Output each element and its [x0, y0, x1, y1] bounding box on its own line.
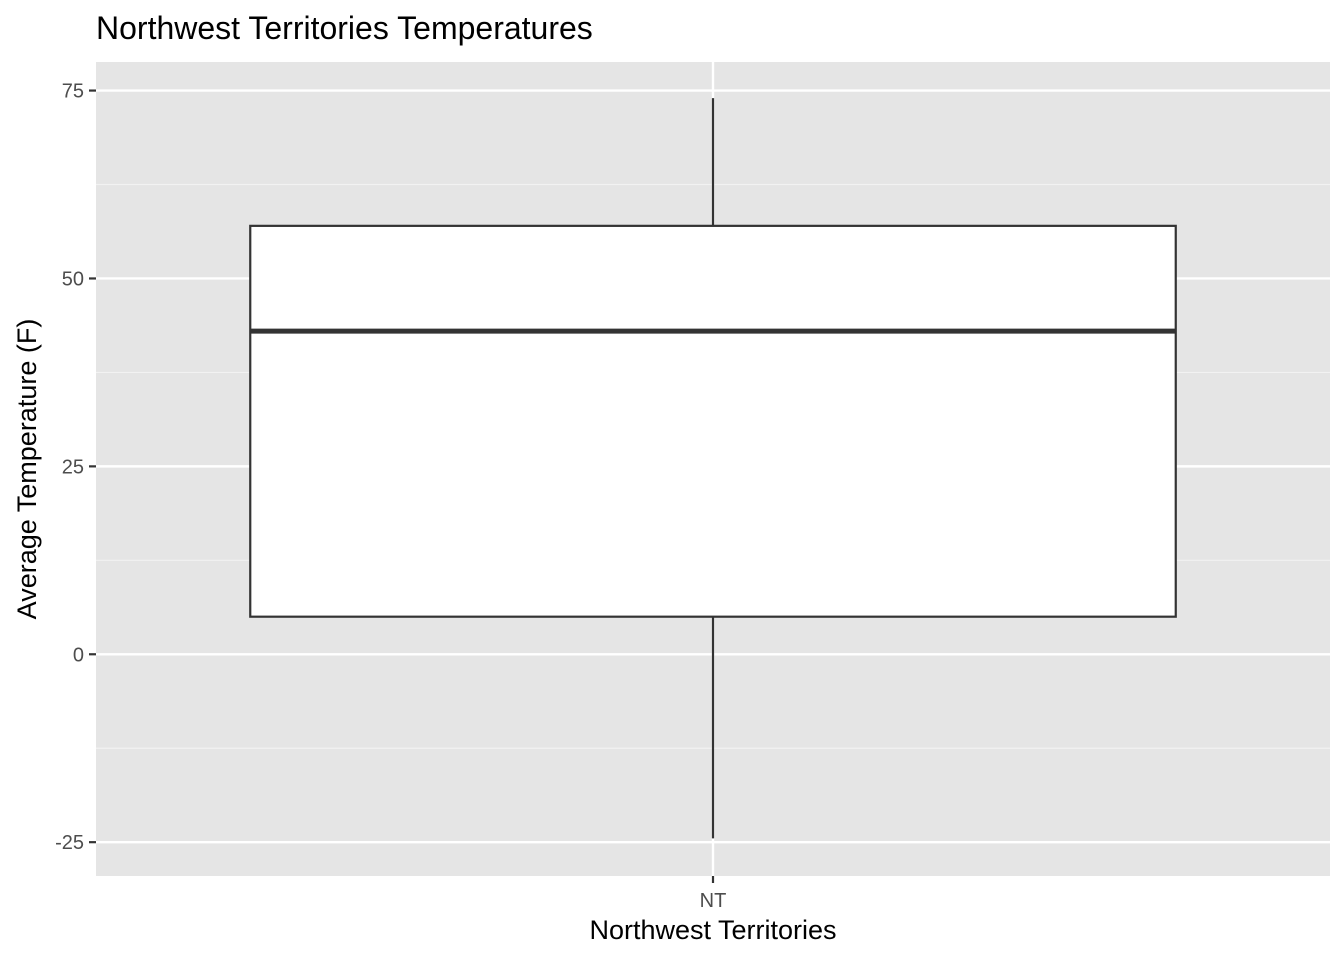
y-axis-ticks: -25 0 25 50 75	[55, 81, 96, 854]
y-tick-label: -25	[55, 832, 84, 854]
y-tick-label: 25	[62, 456, 84, 478]
y-tick-label: 75	[62, 81, 84, 103]
y-tick-label: 50	[62, 268, 84, 290]
chart-title: Northwest Territories Temperatures	[96, 10, 593, 46]
x-axis-title: Northwest Territories	[589, 915, 836, 945]
box-series	[249, 98, 1177, 839]
y-tick-label: 0	[73, 644, 84, 666]
x-tick-label: NT	[700, 890, 727, 912]
x-axis-ticks: NT	[700, 876, 727, 912]
interquartile-box	[249, 224, 1177, 618]
y-axis-title: Average Temperature (F)	[12, 319, 42, 620]
box-nt	[249, 98, 1177, 839]
